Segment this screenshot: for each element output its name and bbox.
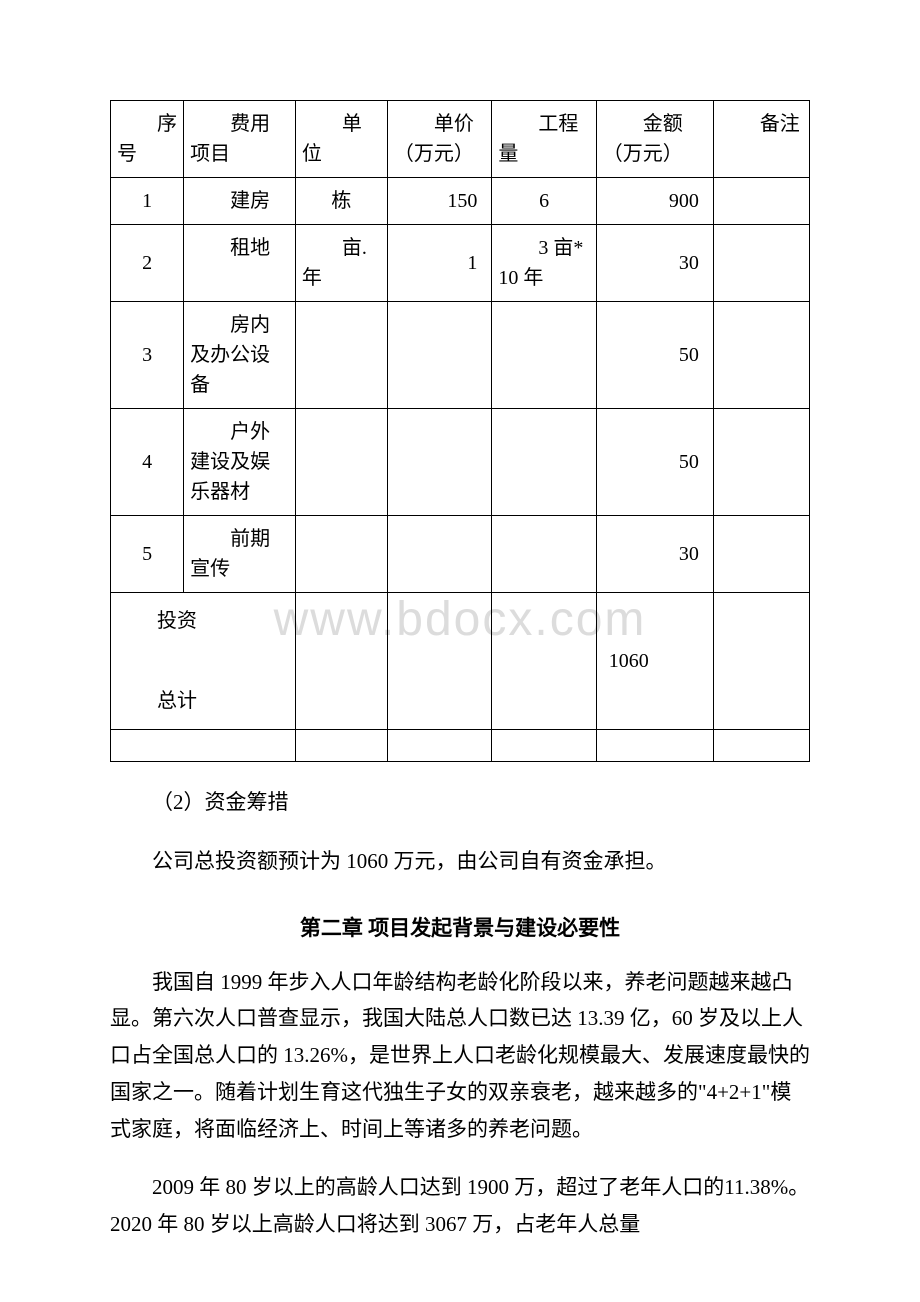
table-row: 1 建房 栋 150 6 900 — [111, 178, 810, 225]
cell-num: 2 — [111, 225, 184, 302]
paragraph-funding-title: （2）资金筹措 — [110, 784, 810, 821]
cell-empty — [295, 730, 387, 762]
cell-price — [387, 302, 491, 409]
cell-num: 3 — [111, 302, 184, 409]
cell-unit: 栋 — [295, 178, 387, 225]
header-price: 单价（万元） — [387, 101, 491, 178]
table-footer-row — [111, 730, 810, 762]
header-amount: 金额（万元） — [596, 101, 713, 178]
cell-note — [713, 225, 809, 302]
cell-unit — [295, 302, 387, 409]
cell-item: 前期宣传 — [184, 516, 296, 593]
table-header-row: 序号 费用项目 单位 单价（万元） 工程量 金额（万元） 备注 — [111, 101, 810, 178]
cell-price: 1 — [387, 225, 491, 302]
cell-price — [387, 516, 491, 593]
chapter-heading: 第二章 项目发起背景与建设必要性 — [110, 912, 810, 942]
cell-empty — [387, 730, 491, 762]
cell-amount: 50 — [596, 409, 713, 516]
header-item: 费用项目 — [184, 101, 296, 178]
paragraph-background-2: 2009 年 80 岁以上的高龄人口达到 1900 万，超过了老年人口的11.3… — [110, 1169, 810, 1243]
cell-qty: 6 — [492, 178, 596, 225]
cell-empty — [387, 593, 491, 730]
cell-amount: 50 — [596, 302, 713, 409]
cell-price: 150 — [387, 178, 491, 225]
cell-num: 5 — [111, 516, 184, 593]
cell-item: 房内及办公设备 — [184, 302, 296, 409]
table-row: 5 前期宣传 30 — [111, 516, 810, 593]
header-note: 备注 — [713, 101, 809, 178]
paragraph-funding-text: 公司总投资额预计为 1060 万元，由公司自有资金承担。 — [110, 843, 810, 880]
cell-empty — [295, 593, 387, 730]
cell-amount: 30 — [596, 516, 713, 593]
cell-note — [713, 302, 809, 409]
table-total-row: 投资 总计 1060 — [111, 593, 810, 730]
cell-qty — [492, 516, 596, 593]
cell-note — [713, 516, 809, 593]
cell-unit — [295, 409, 387, 516]
total-amount: 1060 — [596, 593, 713, 730]
header-seq: 序号 — [111, 101, 184, 178]
table-row: 3 房内及办公设备 50 — [111, 302, 810, 409]
paragraph-background-1: 我国自 1999 年步入人口年龄结构老龄化阶段以来，养老问题越来越凸显。第六次人… — [110, 964, 810, 1148]
cell-empty — [492, 730, 596, 762]
cell-price — [387, 409, 491, 516]
header-qty: 工程量 — [492, 101, 596, 178]
cell-note — [713, 178, 809, 225]
cell-item: 建房 — [184, 178, 296, 225]
table-row: 2 租地 亩.年 1 3 亩*10 年 30 — [111, 225, 810, 302]
cell-empty — [596, 730, 713, 762]
cell-amount: 30 — [596, 225, 713, 302]
cost-table: 序号 费用项目 单位 单价（万元） 工程量 金额（万元） 备注 1 建房 栋 1… — [110, 100, 810, 762]
cell-empty — [492, 593, 596, 730]
cell-note — [713, 409, 809, 516]
cell-qty: 3 亩*10 年 — [492, 225, 596, 302]
cell-num: 1 — [111, 178, 184, 225]
cell-empty — [713, 730, 809, 762]
cell-item: 户外建设及娱乐器材 — [184, 409, 296, 516]
cell-num: 4 — [111, 409, 184, 516]
table-row: 4 户外建设及娱乐器材 50 — [111, 409, 810, 516]
cell-qty — [492, 302, 596, 409]
cell-qty — [492, 409, 596, 516]
cell-empty — [111, 730, 296, 762]
cell-unit — [295, 516, 387, 593]
header-unit: 单位 — [295, 101, 387, 178]
cell-empty — [713, 593, 809, 730]
total-label: 投资 总计 — [111, 593, 296, 730]
cell-unit: 亩.年 — [295, 225, 387, 302]
page-content: 序号 费用项目 单位 单价（万元） 工程量 金额（万元） 备注 1 建房 栋 1… — [110, 100, 810, 1243]
cell-item: 租地 — [184, 225, 296, 302]
cell-amount: 900 — [596, 178, 713, 225]
